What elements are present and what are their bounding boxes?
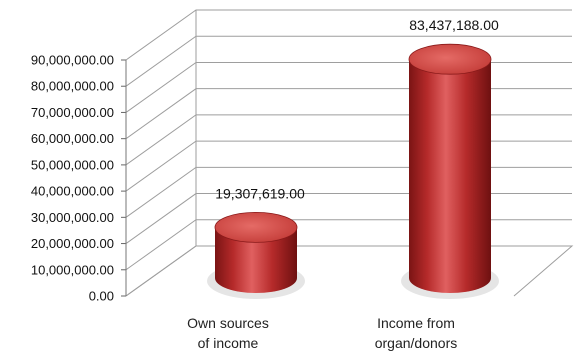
bar-body bbox=[409, 59, 491, 293]
floor-outline bbox=[125, 245, 574, 297]
gridline bbox=[125, 140, 572, 192]
y-tick-label: 20,000,000.00 bbox=[31, 236, 114, 251]
gridline bbox=[125, 88, 572, 140]
y-tick-label: 50,000,000.00 bbox=[31, 157, 114, 172]
labels: 19,307,619.00 Own sources of income 83,437,… bbox=[187, 17, 499, 351]
gridline bbox=[125, 193, 572, 244]
y-tick-label: 90,000,000.00 bbox=[31, 53, 114, 68]
gridline bbox=[125, 9, 572, 61]
y-tick-label: 0.00 bbox=[89, 289, 114, 304]
bar bbox=[207, 211, 305, 299]
gridlines bbox=[125, 9, 574, 297]
gridline bbox=[125, 166, 572, 218]
gridline bbox=[125, 61, 572, 113]
gridline bbox=[125, 245, 572, 297]
data-label: 19,307,619.00 bbox=[215, 185, 305, 201]
bar-top bbox=[408, 43, 492, 75]
gridline bbox=[125, 35, 572, 87]
x-category-label: Own sources bbox=[187, 315, 269, 331]
y-tick-label: 80,000,000.00 bbox=[31, 79, 114, 94]
y-tick-label: 10,000,000.00 bbox=[31, 262, 114, 277]
y-tick-label: 60,000,000.00 bbox=[31, 131, 114, 146]
gridline bbox=[125, 114, 572, 166]
bar-top bbox=[214, 211, 298, 243]
y-axis: 0.00 10,000,000.00 20,000,000.00 30,000,000… bbox=[31, 10, 197, 304]
y-tick-label: 40,000,000.00 bbox=[31, 184, 114, 199]
bar-body bbox=[215, 227, 297, 293]
gridline bbox=[125, 219, 572, 271]
bar bbox=[401, 43, 499, 299]
bars bbox=[207, 43, 499, 299]
x-category-label: organ/donors bbox=[375, 335, 458, 351]
x-category-label: Income from bbox=[377, 315, 455, 331]
y-tick-label: 70,000,000.00 bbox=[31, 105, 114, 120]
x-category-label: of income bbox=[198, 335, 259, 351]
y-tick-label: 30,000,000.00 bbox=[31, 210, 114, 225]
data-label: 83,437,188.00 bbox=[409, 17, 499, 33]
